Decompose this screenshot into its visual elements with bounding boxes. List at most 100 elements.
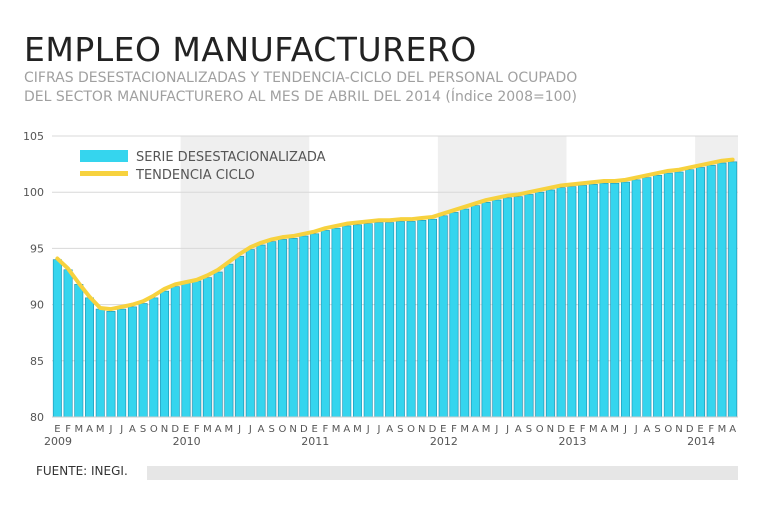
bar — [310, 233, 320, 418]
chart-title: EMPLEO MANUFACTURERO — [24, 30, 477, 69]
x-tick-month: E — [311, 424, 317, 435]
x-tick-month: J — [119, 424, 123, 435]
y-tick-label: 90 — [30, 299, 44, 312]
x-tick-month: M — [610, 424, 619, 435]
bar — [406, 221, 416, 418]
bar — [374, 222, 384, 418]
bar — [460, 208, 470, 418]
bar — [331, 227, 341, 418]
legend-label-trend: TENDENCIA CICLO — [135, 168, 255, 183]
bar — [224, 263, 234, 418]
trend-line — [55, 157, 735, 312]
year-band-2012 — [437, 136, 567, 417]
x-tick-month: O — [279, 424, 287, 435]
bar — [213, 271, 223, 418]
bar — [127, 306, 137, 418]
x-tick-month: A — [643, 424, 650, 435]
bar — [620, 181, 630, 418]
x-tick-month: J — [505, 424, 509, 435]
legend-swatch-trend — [80, 171, 128, 176]
x-tick-month: J — [108, 424, 112, 435]
bar — [363, 223, 373, 418]
x-tick-year: 2010 — [173, 435, 201, 448]
x-tick-month: M — [203, 424, 212, 435]
bar — [653, 175, 663, 418]
x-tick-month: N — [418, 424, 425, 435]
x-tick-year: 2011 — [301, 435, 329, 448]
x-tick-month: M — [589, 424, 598, 435]
bar — [578, 185, 588, 418]
bar — [685, 169, 695, 418]
x-tick-month: D — [171, 424, 179, 435]
bar — [395, 221, 405, 418]
x-tick-month: F — [322, 424, 328, 435]
bar — [192, 280, 202, 418]
bar — [256, 244, 266, 418]
x-tick-month: F — [580, 424, 586, 435]
bar — [299, 235, 309, 418]
x-tick-month: M — [482, 424, 491, 435]
x-tick-month: F — [451, 424, 457, 435]
y-tick-label: 95 — [30, 242, 44, 255]
bar — [717, 162, 727, 418]
x-tick-year: 2013 — [559, 435, 587, 448]
chart-subtitle: CIFRAS DESESTACIONALIZADAS Y TENDENCIA-C… — [24, 69, 744, 107]
bar — [599, 182, 609, 418]
bar — [696, 167, 705, 418]
bar — [138, 303, 148, 418]
bar — [728, 161, 738, 418]
y-tick-label: 80 — [30, 411, 44, 424]
x-tick-month: E — [54, 424, 60, 435]
x-tick-month: S — [654, 424, 660, 435]
y-tick-label: 105 — [23, 130, 44, 143]
x-tick-month: F — [194, 424, 200, 435]
x-tick-month: D — [557, 424, 565, 435]
bar — [449, 212, 459, 418]
bar — [567, 186, 577, 418]
bar — [267, 241, 277, 418]
x-tick-month: N — [161, 424, 168, 435]
bar — [674, 171, 684, 418]
bar — [160, 290, 170, 418]
x-tick-month: S — [526, 424, 532, 435]
bar — [545, 189, 555, 418]
bar — [106, 311, 116, 418]
x-tick-month: E — [183, 424, 189, 435]
bar — [588, 184, 598, 418]
bar — [663, 172, 673, 418]
subtitle-line-1: CIFRAS DESESTACIONALIZADAS Y TENDENCIA-C… — [24, 70, 578, 86]
x-tick-year: 2014 — [687, 435, 715, 448]
bar — [245, 249, 255, 418]
bar — [235, 255, 245, 418]
x-tick-month: J — [634, 424, 638, 435]
x-tick-month: N — [675, 424, 682, 435]
bar — [438, 215, 448, 418]
bar — [170, 286, 180, 418]
bar — [95, 308, 105, 418]
x-tick-month: E — [440, 424, 446, 435]
bar — [342, 225, 352, 418]
bar — [149, 297, 159, 418]
x-tick-month: J — [237, 424, 241, 435]
x-tick-month: J — [366, 424, 370, 435]
x-tick-month: M — [225, 424, 234, 435]
x-tick-month: D — [686, 424, 694, 435]
x-tick-month: S — [269, 424, 275, 435]
x-tick-month: O — [664, 424, 672, 435]
y-tick-label: 100 — [23, 186, 44, 199]
bar — [481, 202, 491, 418]
bar — [417, 220, 427, 418]
x-tick-month: O — [150, 424, 158, 435]
legend-swatch-bars — [80, 150, 128, 162]
bar — [117, 308, 127, 418]
bar — [85, 297, 94, 418]
x-tick-year: 2009 — [44, 435, 72, 448]
x-tick-month: A — [386, 424, 393, 435]
x-tick-month: N — [547, 424, 554, 435]
x-tick-month: A — [215, 424, 222, 435]
bar — [503, 197, 513, 418]
y-tick-label: 85 — [30, 355, 44, 368]
bar — [535, 191, 545, 418]
x-tick-month: N — [289, 424, 296, 435]
x-tick-month: O — [407, 424, 415, 435]
